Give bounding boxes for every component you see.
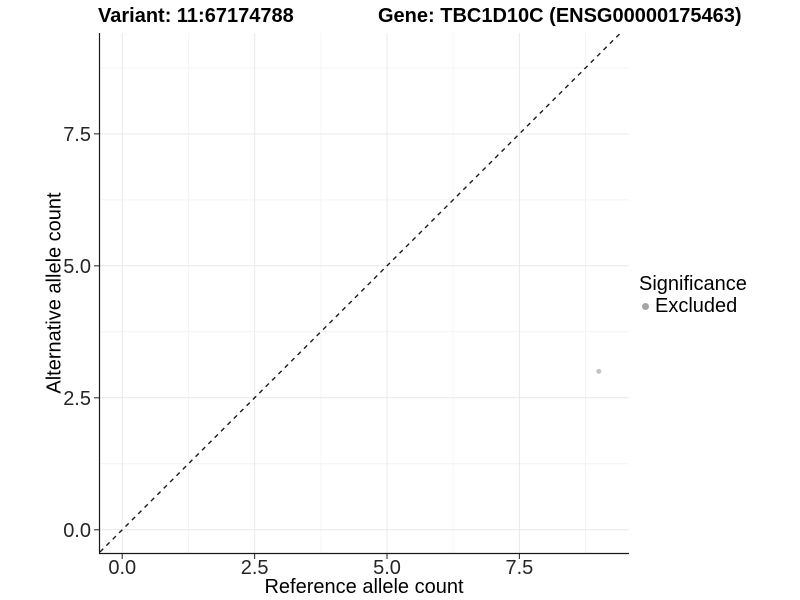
legend-item-excluded: Excluded bbox=[639, 295, 747, 317]
variant-title: Variant: 11:67174788 bbox=[98, 5, 294, 27]
y-axis-label: Alternative allele count bbox=[43, 192, 66, 394]
gene-title: Gene: TBC1D10C (ENSG00000175463) bbox=[378, 5, 742, 27]
x-axis-label: Reference allele count bbox=[264, 576, 464, 598]
legend-title: Significance bbox=[639, 273, 747, 295]
legend-item-label: Excluded bbox=[655, 295, 738, 317]
y-tick-label: 5.0 bbox=[63, 256, 91, 278]
x-tick-label: 7.5 bbox=[505, 557, 533, 579]
y-tick-label: 0.0 bbox=[63, 520, 91, 542]
legend: Significance Excluded bbox=[639, 273, 747, 317]
x-tick-label: 0.0 bbox=[108, 557, 136, 579]
identity-line bbox=[99, 32, 622, 553]
data-point-excluded bbox=[596, 368, 602, 374]
y-tick-label: 7.5 bbox=[63, 124, 91, 146]
y-tick-label: 2.5 bbox=[63, 388, 91, 410]
x-tick-label: 5.0 bbox=[373, 557, 401, 579]
x-tick-label: 2.5 bbox=[241, 557, 269, 579]
excluded-point-icon bbox=[642, 302, 649, 310]
